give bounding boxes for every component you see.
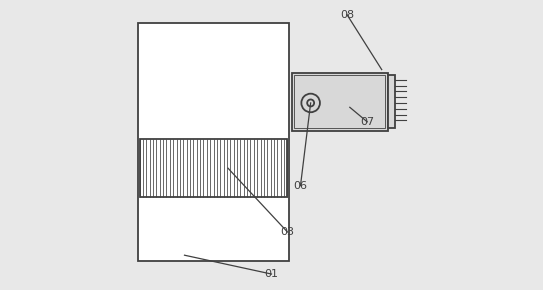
Text: 03: 03 xyxy=(280,227,294,237)
Bar xyxy=(140,139,287,197)
Bar xyxy=(138,23,289,261)
Text: 06: 06 xyxy=(294,181,307,191)
Text: 07: 07 xyxy=(360,117,374,127)
Text: 08: 08 xyxy=(340,10,354,19)
Bar xyxy=(388,75,395,128)
Bar xyxy=(292,72,388,130)
Bar xyxy=(294,75,385,128)
Text: 01: 01 xyxy=(264,269,279,279)
